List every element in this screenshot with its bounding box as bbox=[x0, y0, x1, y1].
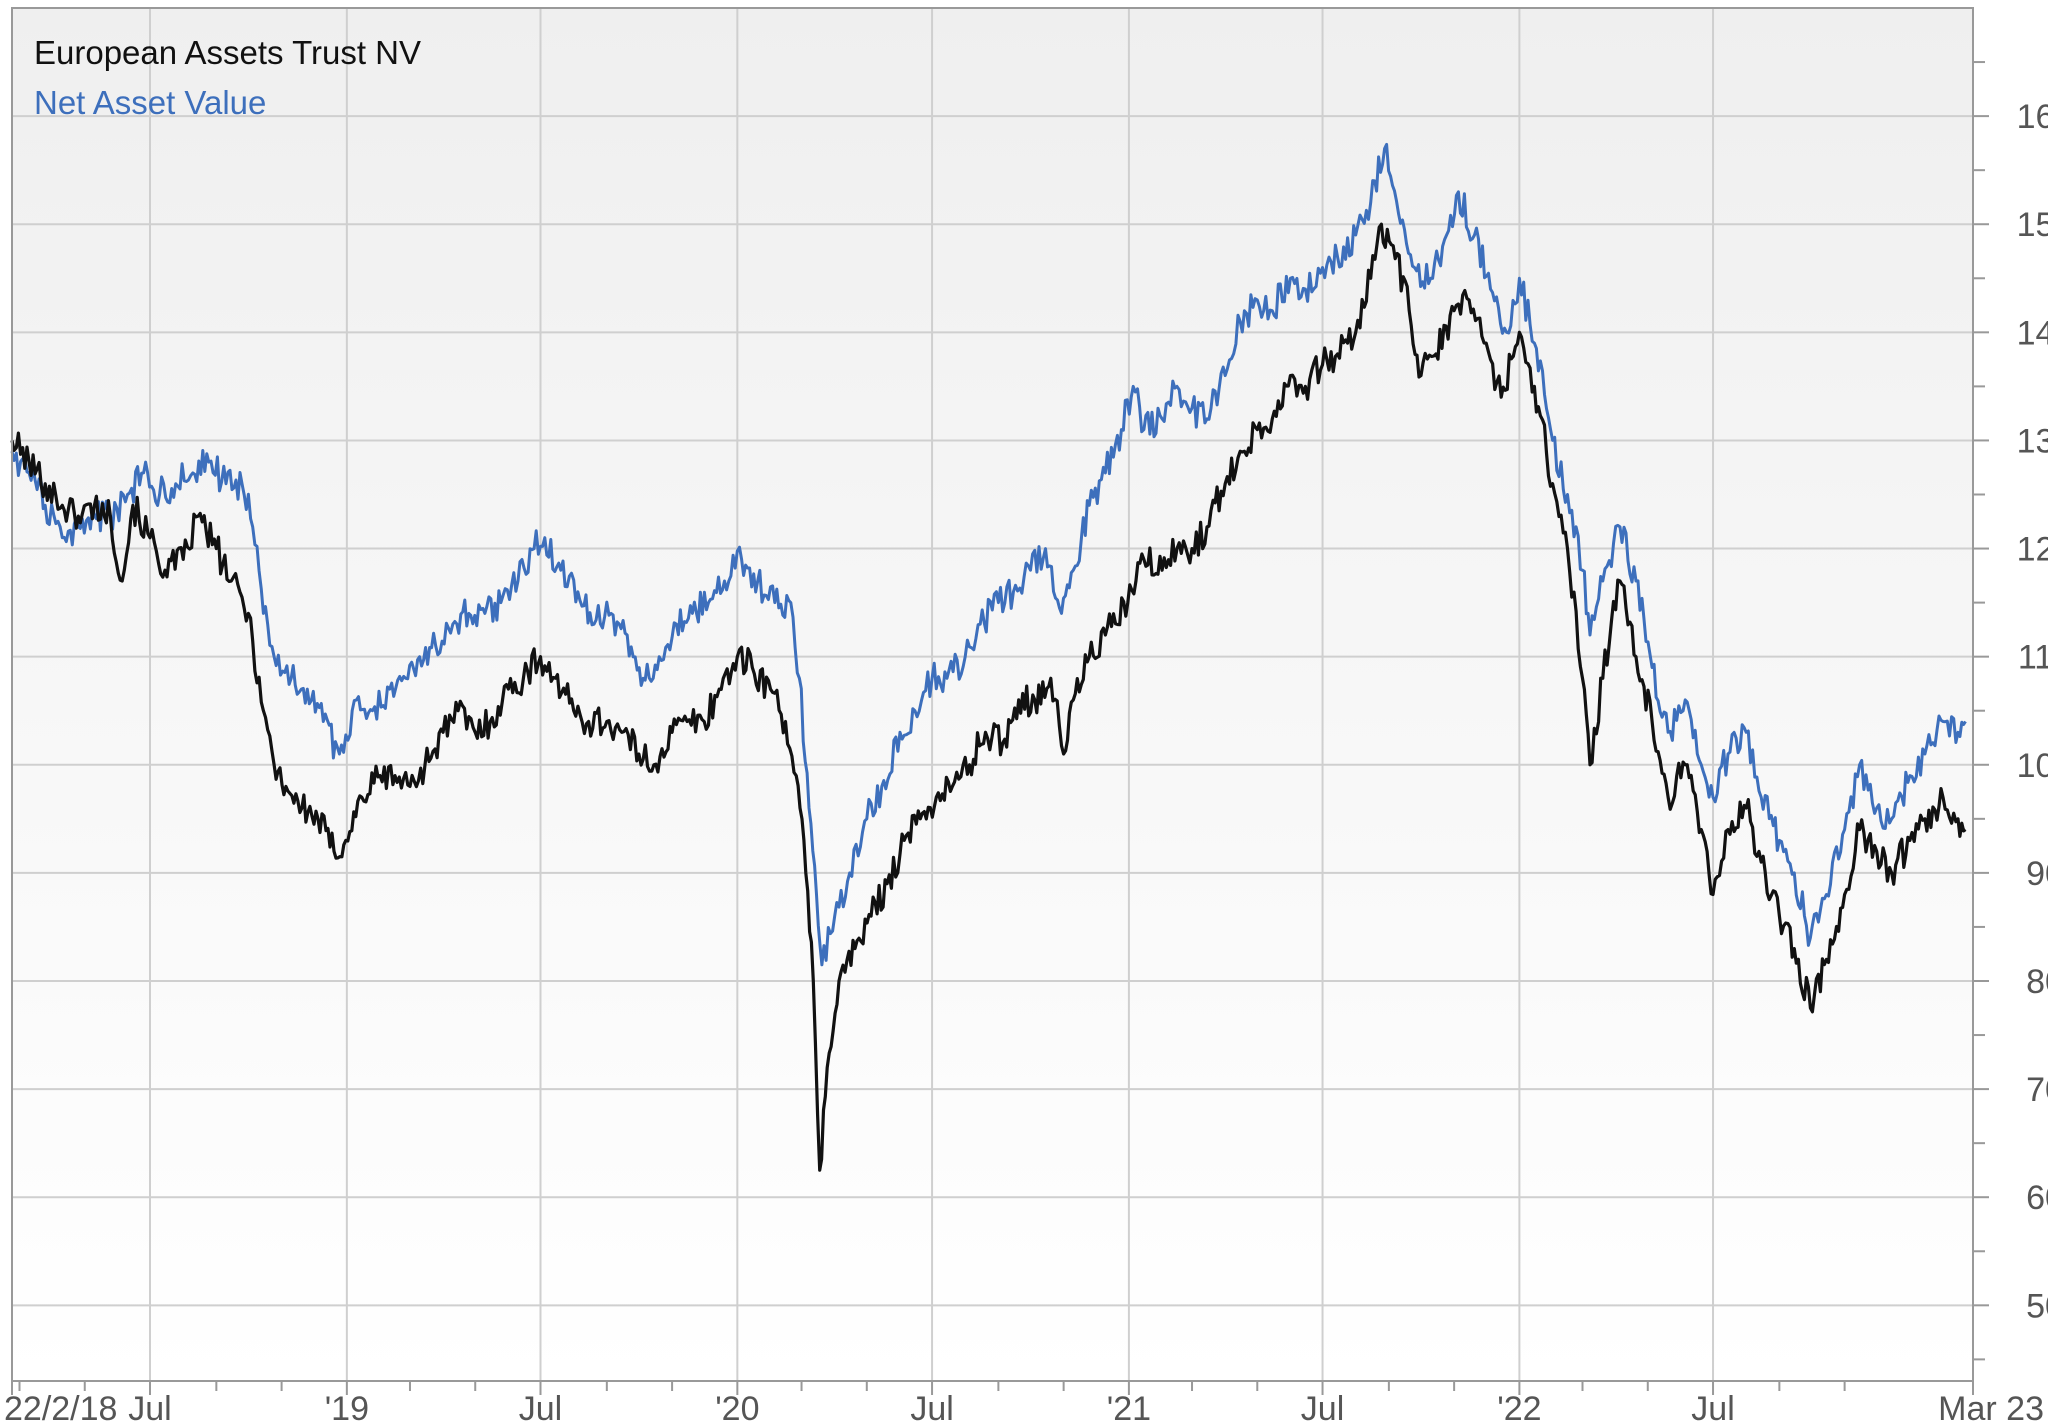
y-tick-label: 160 bbox=[2017, 98, 2048, 136]
x-tick-label: '20 bbox=[715, 1390, 759, 1427]
x-tick-label: 22/2/18 bbox=[4, 1390, 117, 1427]
x-tick-label: '22 bbox=[1497, 1390, 1541, 1427]
legend: European Assets Trust NV Net Asset Value bbox=[34, 34, 421, 121]
y-tick-label: 110 bbox=[2018, 639, 2048, 677]
y-tick-label: 120 bbox=[2017, 531, 2048, 569]
x-tick-label: '19 bbox=[325, 1390, 369, 1427]
y-tick-label: 150 bbox=[2017, 206, 2048, 244]
y-tick-label: 50 bbox=[2026, 1287, 2048, 1325]
legend-entry-share-price: European Assets Trust NV bbox=[34, 34, 421, 71]
plot-frame bbox=[11, 7, 1974, 1382]
legend-entry-nav: Net Asset Value bbox=[34, 84, 266, 121]
gridlines bbox=[12, 8, 1973, 1381]
x-tick-label: Jul bbox=[910, 1390, 953, 1427]
x-tick-label: Mar 23 bbox=[1938, 1390, 2044, 1427]
series-lines bbox=[10, 142, 1967, 1172]
x-tick-label: Jul bbox=[128, 1390, 171, 1427]
y-tick-label: 130 bbox=[2017, 422, 2048, 460]
y-tick-label: 60 bbox=[2026, 1179, 2048, 1217]
series-line-share-price bbox=[10, 222, 1967, 1172]
y-tick-label: 100 bbox=[2017, 747, 2048, 785]
series-line-nav bbox=[10, 142, 1967, 967]
x-tick-label: Jul bbox=[1691, 1390, 1734, 1427]
x-tick-label: Jul bbox=[1301, 1390, 1344, 1427]
y-tick-label: 80 bbox=[2026, 963, 2048, 1001]
x-tick-label: '21 bbox=[1107, 1390, 1151, 1427]
y-tick-label: 90 bbox=[2026, 855, 2048, 893]
y-tick-label: 70 bbox=[2026, 1071, 2048, 1109]
y-tick-label: 140 bbox=[2017, 314, 2048, 352]
axes: 50 60 70 80 90 100 110 120 130 140 150 160 22/2/18 Ju… bbox=[4, 61, 2048, 1427]
x-tick-label: Jul bbox=[519, 1390, 562, 1427]
